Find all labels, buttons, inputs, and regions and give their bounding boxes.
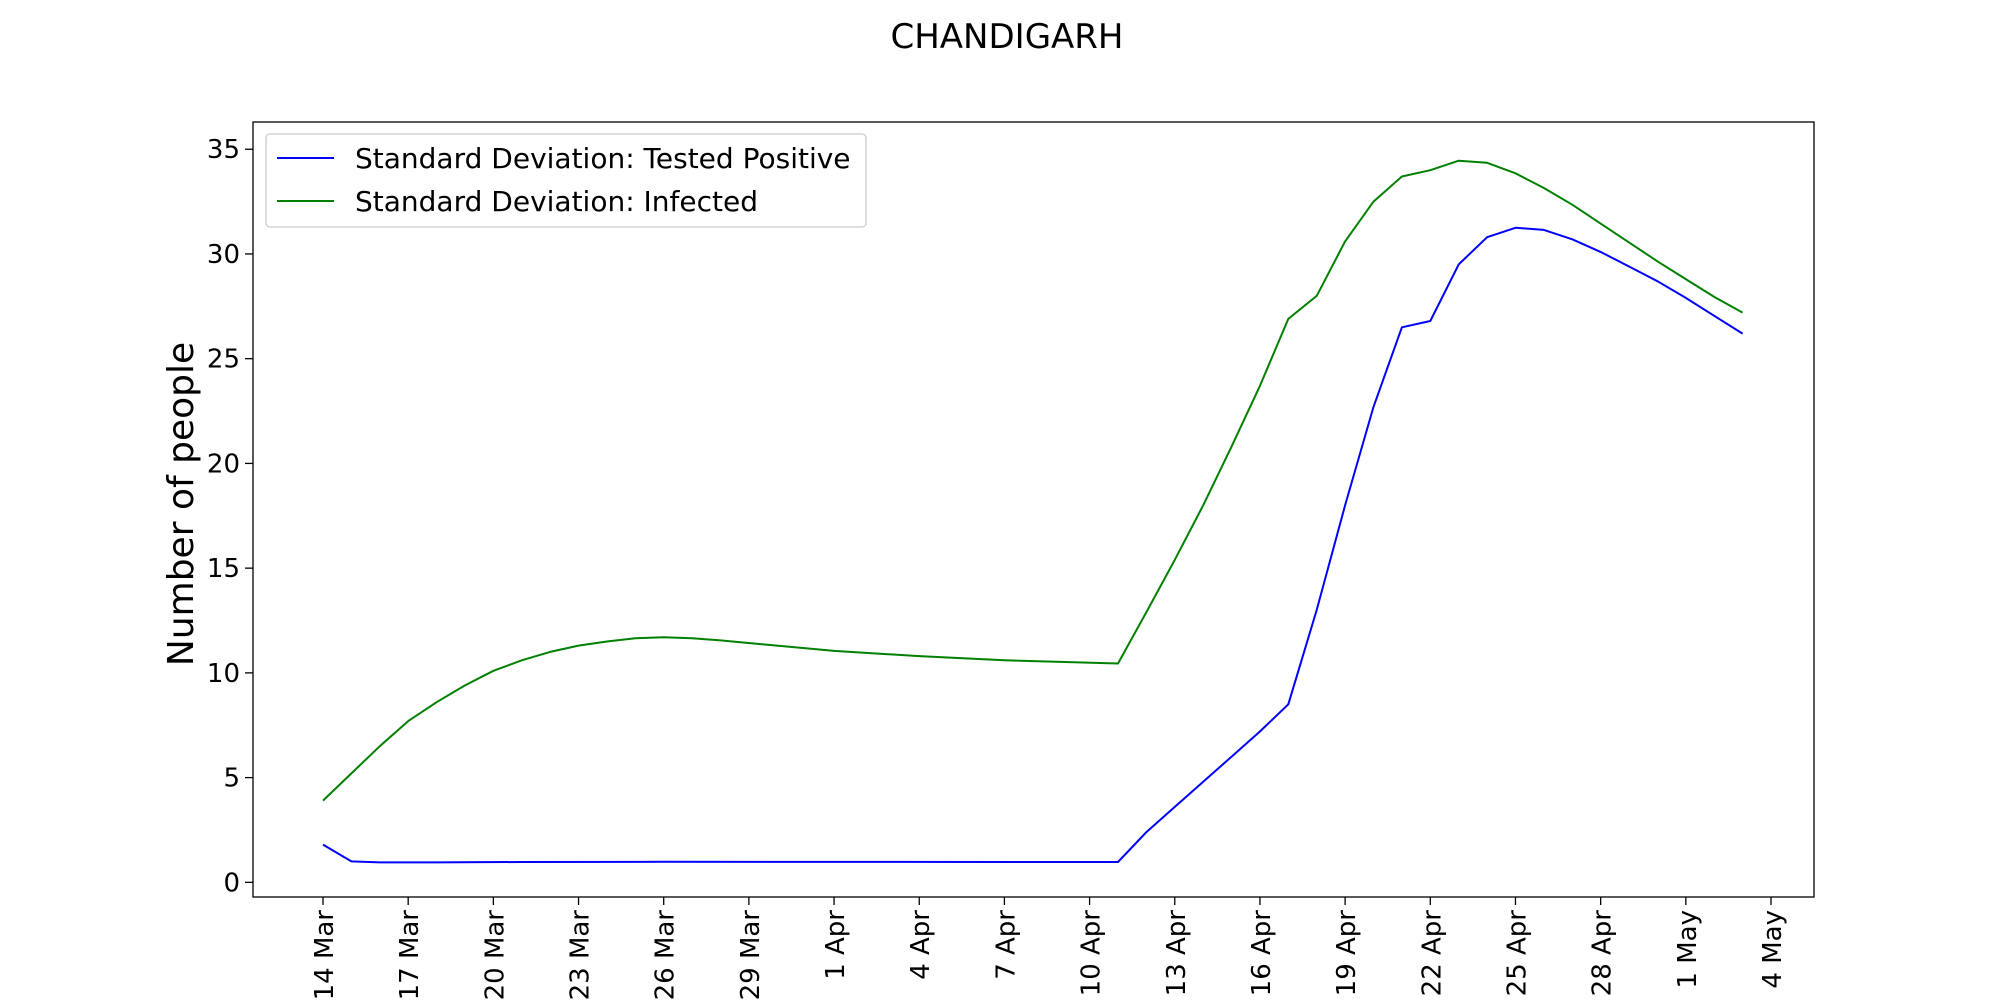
x-tick-label: 17 Mar xyxy=(395,910,425,1000)
series-line-infected xyxy=(322,159,1744,802)
series-layer xyxy=(322,159,1744,864)
x-tick-label: 28 Apr xyxy=(1588,910,1618,997)
legend-box xyxy=(265,133,867,228)
y-tick-label: 15 xyxy=(207,554,240,584)
chart-title: CHANDIGARH xyxy=(890,17,1123,57)
x-tick-label: 13 Apr xyxy=(1162,910,1192,997)
y-axis-label: Number of people xyxy=(161,342,202,666)
y-tick-label: 5 xyxy=(223,764,240,794)
x-tick-label: 22 Apr xyxy=(1417,910,1447,997)
axis-layer: 0 5 10 15 20 25 30 35 14 Mar 17 Mar 20 Mar 23 Mar 26… xyxy=(207,121,1815,1000)
x-tick-label: 26 Mar xyxy=(651,910,681,1000)
x-tick-label: 4 May xyxy=(1758,910,1788,989)
x-tick-label: 10 Apr xyxy=(1077,910,1107,997)
y-tick-label: 25 xyxy=(207,345,240,375)
legend: Standard Deviation: Tested Positive Stand… xyxy=(265,133,867,228)
x-tick-label: 1 May xyxy=(1673,910,1703,989)
plot-area xyxy=(253,122,1814,897)
y-tick-label: 0 xyxy=(223,868,240,898)
y-tick-label: 10 xyxy=(207,659,240,689)
x-tick-label: 7 Apr xyxy=(991,910,1021,980)
plot-frame xyxy=(252,121,1815,898)
x-tick-label: 16 Apr xyxy=(1247,910,1277,997)
x-tick-label: 25 Apr xyxy=(1503,910,1533,997)
y-tick-label: 35 xyxy=(207,135,240,165)
y-tick-label: 30 xyxy=(207,240,240,270)
x-tick-label: 14 Mar xyxy=(310,910,340,1000)
legend-label: Standard Deviation: Infected xyxy=(355,185,758,218)
y-tick-label: 20 xyxy=(207,449,240,479)
x-tick-label: 29 Mar xyxy=(736,910,766,1000)
x-tick-label: 4 Apr xyxy=(906,910,936,980)
x-tick-label: 19 Apr xyxy=(1332,910,1362,997)
x-tick-label: 23 Mar xyxy=(566,910,596,1000)
plot-background xyxy=(253,122,1814,897)
legend-label: Standard Deviation: Tested Positive xyxy=(355,142,851,175)
series-line-tested-positive xyxy=(322,226,1744,864)
x-tick-label: 1 Apr xyxy=(821,910,851,980)
x-tick-label: 20 Mar xyxy=(480,910,510,1000)
